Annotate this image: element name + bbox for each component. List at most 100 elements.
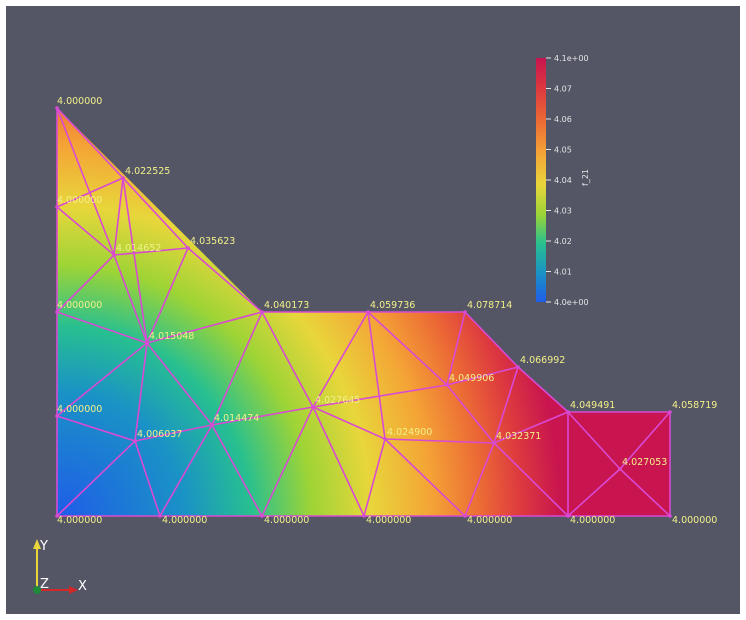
mesh-edge xyxy=(493,366,519,444)
mesh-edge xyxy=(384,438,495,444)
mesh-edge xyxy=(567,468,621,517)
mesh-edge xyxy=(493,411,569,444)
z-axis-dot-icon xyxy=(33,586,41,594)
node-value-label: 4.000000 xyxy=(570,515,615,526)
scene-canvas[interactable]: 4.000000 4.022525 4.000000 4.014652 4.035623… xyxy=(6,6,740,614)
mesh-edge xyxy=(146,311,263,344)
mesh-node xyxy=(668,410,672,414)
node-value-label: 4.015048 xyxy=(149,331,194,342)
mesh-node xyxy=(55,205,59,209)
mesh-edge xyxy=(122,177,148,344)
node-value-label: 4.006037 xyxy=(137,429,182,440)
mesh-edge xyxy=(384,438,466,517)
mesh-edge xyxy=(312,311,369,408)
node-value-label: 4.000000 xyxy=(162,515,207,526)
colorbar-tick-label: 4.07 xyxy=(554,85,572,94)
node-value-label: 4.027645 xyxy=(315,395,360,406)
mesh-edge xyxy=(56,107,115,256)
node-value-label: 4.022525 xyxy=(125,166,170,177)
mesh-node xyxy=(55,310,59,314)
mesh-node xyxy=(210,423,214,427)
node-value-label: 4.035623 xyxy=(190,236,235,247)
node-value-label: 4.014474 xyxy=(214,413,259,424)
mesh-edge xyxy=(56,206,115,256)
mesh-node xyxy=(55,514,59,518)
mesh-edge xyxy=(113,177,124,256)
mesh-edge xyxy=(363,438,386,517)
colorbar-tick-label: 4.1e+00 xyxy=(554,54,589,63)
node-value-labels: 4.000000 4.022525 4.000000 4.014652 4.035623… xyxy=(55,96,717,526)
mesh-node xyxy=(186,246,190,250)
mesh-edge xyxy=(146,342,213,426)
mesh-node xyxy=(492,441,496,445)
mesh-node xyxy=(260,310,264,314)
node-value-label: 4.024900 xyxy=(387,427,432,438)
mesh-edge xyxy=(122,177,189,249)
node-value-label: 4.000000 xyxy=(57,96,102,107)
mesh-edge xyxy=(56,107,124,179)
colorbar-tick-label: 4.03 xyxy=(554,207,572,216)
node-value-label: 4.058719 xyxy=(672,400,717,411)
mesh-wireframe xyxy=(56,107,671,517)
mesh-edge xyxy=(619,468,671,517)
colorbar-tick-label: 4.06 xyxy=(554,115,572,124)
node-value-label: 4.049906 xyxy=(449,373,494,384)
mesh-edge xyxy=(517,366,569,413)
colorbar-tick-label: 4.05 xyxy=(554,146,572,155)
mesh-edge xyxy=(312,406,386,440)
mesh-edge xyxy=(464,311,519,368)
mesh-node xyxy=(55,106,59,110)
mesh-edge xyxy=(56,311,148,344)
mesh-edge xyxy=(134,424,213,442)
y-axis-label: Y xyxy=(39,539,48,554)
mesh-node xyxy=(366,310,370,314)
mesh-node xyxy=(383,437,387,441)
colorbar-ticks: 4.1e+00 4.07 4.06 4.05 4.04 4.03 4.02 4.01 4.0e+… xyxy=(546,54,589,307)
mesh-edge xyxy=(134,342,148,442)
mesh-node xyxy=(362,514,366,518)
mesh-edge xyxy=(159,424,213,517)
colorbar-tick-label: 4.0e+00 xyxy=(554,298,589,307)
mesh-node xyxy=(566,410,570,414)
colorbar-tick-label: 4.01 xyxy=(554,268,572,277)
colorbar-title: f_21 xyxy=(581,169,590,186)
mesh-edge xyxy=(146,247,189,344)
node-value-label: 4.000000 xyxy=(366,515,411,526)
mesh-edge xyxy=(446,311,466,386)
node-value-label: 4.040173 xyxy=(264,300,309,311)
mesh-node xyxy=(121,176,125,180)
mesh-edge xyxy=(113,254,148,344)
node-value-label: 4.000000 xyxy=(672,515,717,526)
mesh-edge xyxy=(187,247,263,313)
render-view[interactable]: 4.000000 4.022525 4.000000 4.014652 4.035623… xyxy=(6,6,740,614)
mesh-edge xyxy=(56,254,115,313)
mesh-edge xyxy=(211,424,263,517)
node-value-label: 4.000000 xyxy=(57,300,102,311)
mesh-node xyxy=(112,253,116,257)
node-value-label: 4.000000 xyxy=(467,515,512,526)
mesh-node xyxy=(445,383,449,387)
node-value-label: 4.049491 xyxy=(570,400,615,411)
mesh-node xyxy=(158,514,162,518)
node-value-label: 4.027053 xyxy=(622,457,667,468)
mesh-edge xyxy=(312,406,365,517)
mesh-node xyxy=(618,467,622,471)
mesh-node xyxy=(463,514,467,518)
node-value-label: 4.066992 xyxy=(520,355,565,366)
mesh-edge xyxy=(367,311,448,386)
node-value-label: 4.059736 xyxy=(370,300,415,311)
mesh-edge xyxy=(134,440,161,517)
mesh-node xyxy=(516,365,520,369)
mesh-edge xyxy=(113,247,189,256)
x-axis-label: X xyxy=(78,579,87,594)
mesh-edge xyxy=(261,311,314,408)
mesh-edge xyxy=(56,440,136,517)
mesh-edge xyxy=(56,342,148,417)
mesh-node xyxy=(311,405,315,409)
node-value-label: 4.032371 xyxy=(496,431,541,442)
mesh-edge xyxy=(493,442,569,517)
mesh-edge xyxy=(211,406,314,426)
mesh-edge xyxy=(56,177,124,208)
colorbar-tick-label: 4.02 xyxy=(554,237,572,246)
mesh-edge xyxy=(567,411,621,470)
